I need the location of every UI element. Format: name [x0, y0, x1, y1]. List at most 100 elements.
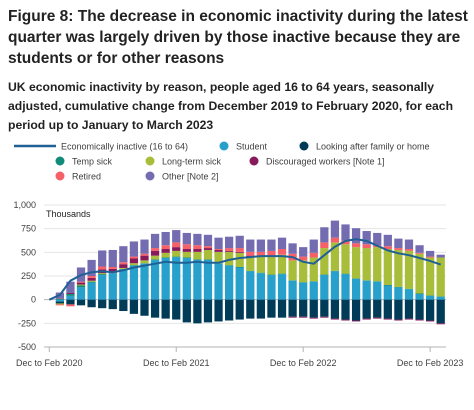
bar-segment-retired — [341, 240, 350, 245]
bar-segment-other — [119, 246, 128, 263]
bar-segment-temp-sick — [299, 282, 308, 283]
bar-segment-discouraged-workers — [172, 247, 181, 251]
legend-swatch — [299, 141, 309, 151]
bar-segment-student — [203, 259, 213, 300]
bar-segment-discouraged-workers — [193, 249, 202, 252]
bar-segment-temp-sick — [288, 280, 297, 281]
bar-segment-long-term-sick — [246, 256, 255, 271]
bar-segment-student — [404, 289, 414, 300]
bar-segment-retired — [256, 251, 265, 257]
bar-segment-discouraged-workers — [426, 320, 435, 322]
bar-segment-temp-sick — [119, 268, 128, 270]
bar-segment-long-term-sick — [87, 280, 96, 282]
bar-segment-long-term-sick — [362, 248, 371, 281]
bar-segment-looking-after-family-or-home — [66, 299, 75, 305]
bar-segment-looking-after-family-or-home — [267, 299, 276, 318]
bar-segment-other — [277, 237, 287, 250]
bar-segment-student — [140, 263, 149, 300]
bar-segment-long-term-sick — [76, 284, 86, 286]
bar-segment-long-term-sick — [225, 251, 234, 266]
bar-segment-long-term-sick — [140, 260, 149, 264]
y-axis-label: Thousands — [46, 209, 91, 219]
bar-segment-discouraged-workers — [436, 323, 445, 325]
legend-label: Student — [236, 142, 268, 152]
bar-segment-other — [341, 224, 350, 241]
bar-segment-retired — [320, 242, 329, 249]
bar-segment-temp-sick — [436, 296, 445, 297]
bar-segment-retired — [225, 248, 234, 251]
bar-segment-discouraged-workers — [150, 250, 160, 256]
bar-segment-student — [66, 295, 75, 300]
bar-segment-other — [267, 239, 276, 251]
bar-segment-temp-sick — [341, 273, 350, 275]
bar-segment-student — [98, 275, 107, 300]
bar-segment-student — [214, 263, 223, 300]
bar-segment-temp-sick — [426, 295, 435, 296]
bar-segment-looking-after-family-or-home — [76, 299, 86, 306]
bar-segment-looking-after-family-or-home — [277, 299, 287, 318]
legend-label: Long-term sick — [162, 157, 222, 167]
bar-segment-long-term-sick — [150, 255, 160, 260]
bar-segment-student — [373, 281, 382, 300]
bar-segment-looking-after-family-or-home — [426, 299, 435, 321]
bar-segment-long-term-sick — [119, 267, 128, 269]
bar-segment-student — [87, 282, 96, 300]
bar-segment-student — [108, 273, 117, 300]
bar-segment-temp-sick — [235, 267, 244, 268]
bar-segment-discouraged-workers — [182, 249, 191, 252]
y-tick-label: 250 — [21, 271, 36, 281]
bar-segment-student — [351, 278, 361, 300]
bar-segment-looking-after-family-or-home — [351, 299, 361, 321]
bar-segment-retired — [277, 249, 287, 255]
bar-segment-student — [246, 271, 255, 300]
y-tick-label: 1,000 — [13, 200, 36, 210]
bar-segment-discouraged-workers — [394, 319, 403, 321]
bar-segment-other — [182, 232, 191, 245]
legend-item-looking-after-family-or-home: Looking after family or home — [299, 141, 430, 152]
bar-segment-discouraged-workers — [299, 316, 308, 318]
legend-swatch — [55, 156, 65, 166]
legend-label: Looking after family or home — [316, 142, 430, 152]
bar-segment-discouraged-workers — [66, 293, 75, 294]
chart-legend: Economically inactive (16 to 64) Student L… — [14, 141, 430, 182]
bar-segment-long-term-sick — [288, 260, 297, 281]
y-tick-label: 0 — [31, 295, 36, 305]
bar-segment-other — [161, 231, 170, 246]
bar-segment-temp-sick — [246, 270, 255, 272]
chart-bars — [55, 220, 445, 325]
bar-segment-other — [426, 250, 435, 257]
bar-segment-other — [394, 238, 403, 249]
bar-segment-student — [150, 259, 160, 300]
bar-segment-student — [182, 258, 191, 300]
bar-segment-discouraged-workers — [320, 316, 329, 318]
bar-segment-retired — [140, 253, 149, 256]
bar-segment-temp-sick — [140, 263, 149, 264]
bar-segment-looking-after-family-or-home — [87, 299, 96, 308]
bar-segment-retired — [161, 245, 170, 250]
bar-segment-other — [309, 239, 318, 253]
bar-segment-looking-after-family-or-home — [108, 299, 117, 310]
legend-swatch — [55, 171, 65, 181]
bar-segment-discouraged-workers — [129, 258, 139, 264]
bar-segment-student — [394, 287, 403, 300]
bar-segment-long-term-sick — [341, 244, 350, 274]
bar-segment-student — [225, 265, 234, 300]
bar-segment-discouraged-workers — [55, 298, 64, 299]
bar-segment-discouraged-workers — [288, 316, 297, 318]
bar-segment-retired — [172, 242, 181, 248]
bar-segment-long-term-sick — [256, 256, 265, 273]
bar-segment-looking-after-family-or-home — [320, 299, 329, 317]
bar-segment-temp-sick — [172, 256, 181, 258]
bar-segment-looking-after-family-or-home — [330, 299, 340, 319]
bar-segment-temp-sick — [203, 259, 213, 260]
bar-segment-temp-sick — [351, 278, 361, 279]
bar-segment-long-term-sick — [426, 257, 435, 296]
legend-swatch — [145, 171, 155, 181]
bar-segment-temp-sick — [320, 274, 329, 276]
bar-segment-temp-sick — [98, 274, 107, 276]
legend-swatch — [219, 141, 229, 151]
bar-segment-retired — [193, 245, 202, 250]
bar-segment-other — [383, 234, 392, 247]
bar-segment-temp-sick — [383, 284, 392, 286]
x-axis: Dec to Feb 2020 Dec to Feb 2021 Dec to Feb… — [16, 346, 463, 368]
